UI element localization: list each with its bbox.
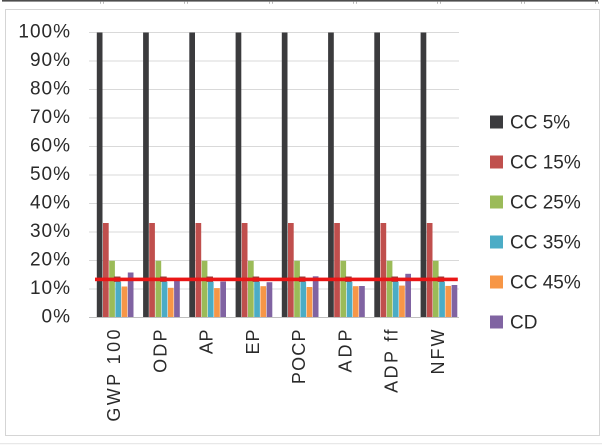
svg-text:30%: 30% (30, 221, 71, 242)
svg-text:NFW: NFW (428, 328, 448, 375)
svg-text:80%: 80% (30, 79, 71, 100)
svg-text:60%: 60% (30, 136, 71, 157)
svg-text:GWP 100: GWP 100 (104, 327, 124, 422)
svg-text:CC 15%: CC 15% (510, 153, 581, 174)
svg-text:70%: 70% (30, 107, 71, 128)
svg-text:CC 5%: CC 5% (510, 113, 570, 134)
svg-text:CC 35%: CC 35% (510, 233, 581, 254)
svg-text:20%: 20% (30, 250, 71, 271)
svg-text:CD: CD (510, 313, 537, 334)
svg-text:10%: 10% (30, 278, 71, 299)
svg-text:CC 25%: CC 25% (510, 193, 581, 214)
svg-text:POCP: POCP (289, 328, 309, 384)
svg-text:ADP ff: ADP ff (382, 327, 402, 393)
svg-text:ADP: ADP (335, 327, 355, 373)
svg-text:40%: 40% (30, 193, 71, 214)
svg-text:AP: AP (197, 329, 217, 354)
svg-text:EP: EP (243, 329, 263, 355)
svg-text:90%: 90% (30, 50, 71, 71)
svg-text:100%: 100% (18, 22, 71, 43)
svg-text:ODP: ODP (150, 327, 170, 373)
svg-text:0%: 0% (42, 307, 71, 328)
svg-text:50%: 50% (30, 164, 71, 185)
svg-text:CC 45%: CC 45% (510, 273, 581, 294)
